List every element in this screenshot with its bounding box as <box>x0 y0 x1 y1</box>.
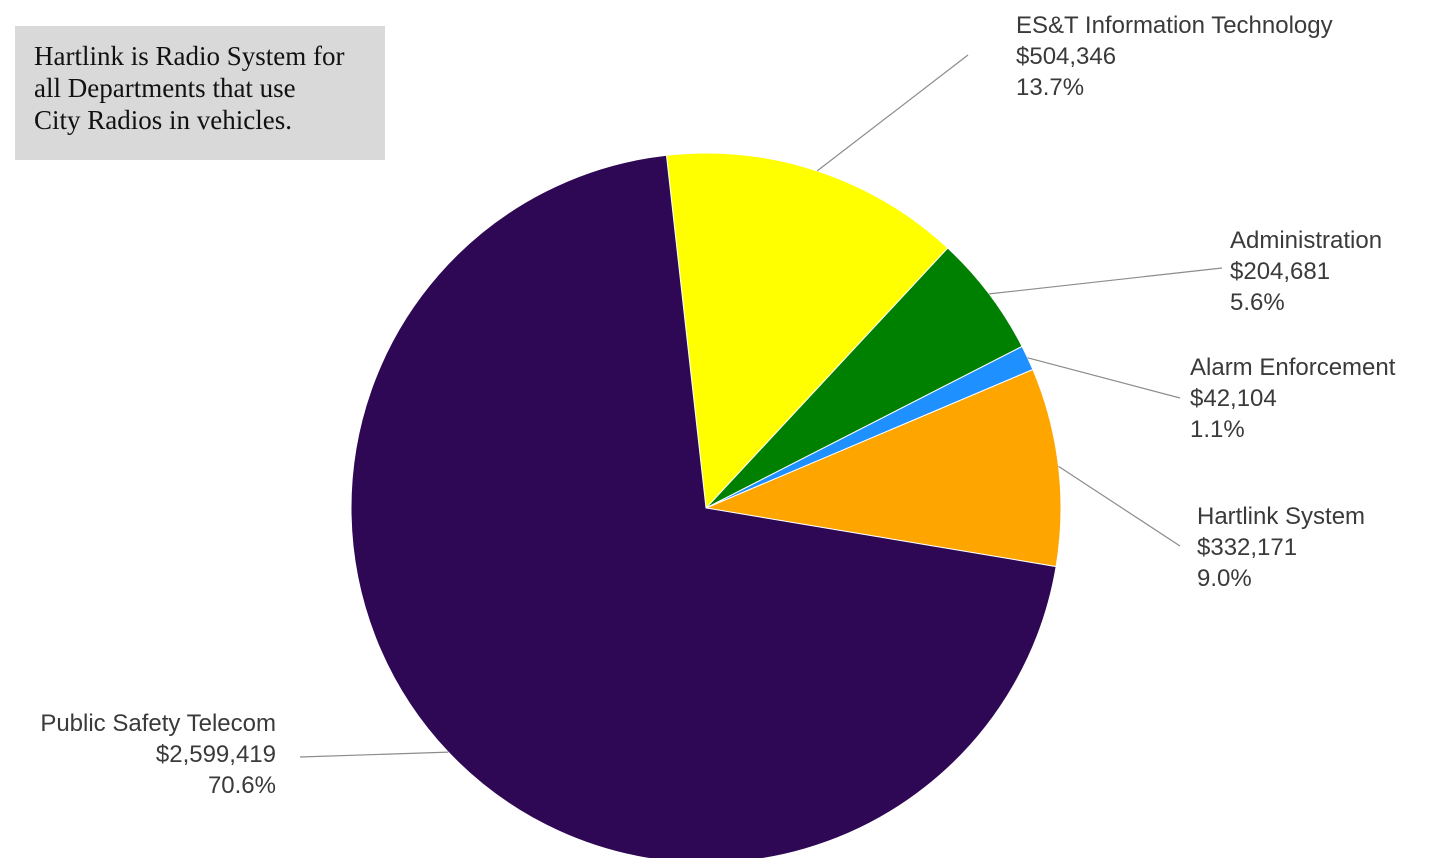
slice-label-amount: $42,104 <box>1190 385 1277 412</box>
leader-line <box>989 267 1223 295</box>
note-line-3: City Radios in vehicles. <box>34 105 292 135</box>
slice-label-amount: $332,171 <box>1197 534 1297 561</box>
pie-slice-public-safety-telecom <box>350 154 1057 858</box>
pie-slice-hartlink-system <box>704 368 1062 568</box>
annotation-note-box: Hartlink is Radio System for all Departm… <box>15 26 385 160</box>
slice-label-percent: 13.7% <box>1016 74 1084 101</box>
slice-label-name: Alarm Enforcement <box>1190 354 1396 381</box>
leader-lines <box>299 54 1223 758</box>
slice-label-amount: $504,346 <box>1016 43 1116 70</box>
slice-label-name: ES&T Information Technology <box>1016 12 1333 39</box>
slice-label-amount: $2,599,419 <box>156 741 276 768</box>
slice-label-name: Public Safety Telecom <box>40 710 276 737</box>
leader-line <box>816 54 969 172</box>
slice-label-name: Administration <box>1230 227 1382 254</box>
leader-line <box>299 751 449 758</box>
slice-label-name: Hartlink System <box>1197 503 1365 530</box>
note-line-1: Hartlink is Radio System for <box>34 41 345 71</box>
slice-label-percent: 1.1% <box>1190 416 1245 443</box>
slice-label-percent: 70.6% <box>208 772 276 799</box>
leader-line <box>1027 357 1181 399</box>
slice-label-amount: $204,681 <box>1230 258 1330 285</box>
leader-line <box>1058 465 1181 547</box>
pie-slices <box>350 152 1062 858</box>
slice-label-percent: 9.0% <box>1197 565 1252 592</box>
slice-labels: Hartlink System $332,171 9.0% Alarm Enforce… <box>40 12 1395 799</box>
note-line-2: all Departments that use <box>34 73 296 103</box>
slice-label-percent: 5.6% <box>1230 289 1285 316</box>
